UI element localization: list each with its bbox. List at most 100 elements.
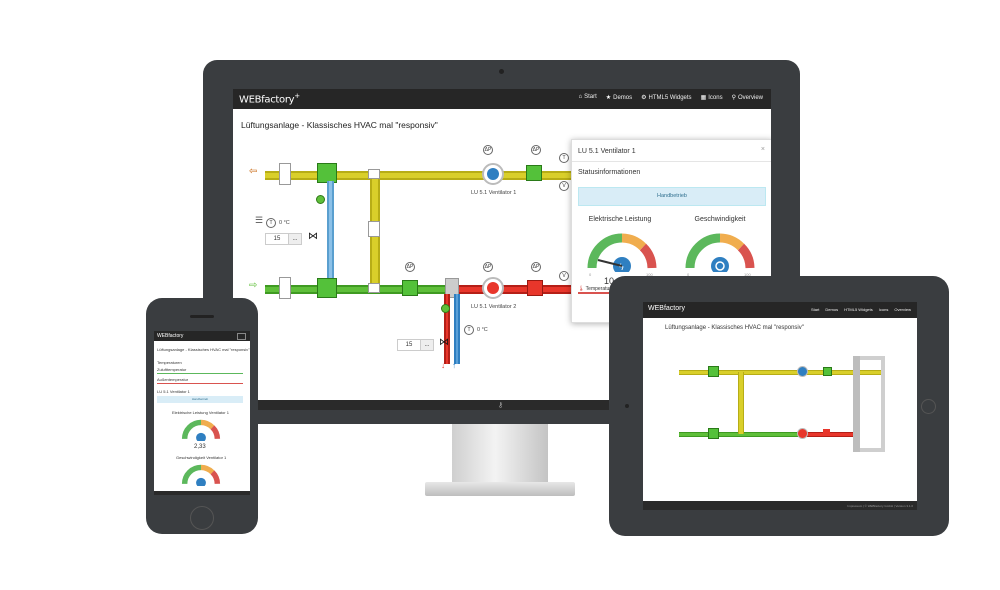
- phone-gauge-2-green: [181, 464, 202, 485]
- tablet-nav-demos[interactable]: Demos: [825, 307, 839, 312]
- dp-sensor-5[interactable]: ΔP: [531, 262, 541, 272]
- arrow-down-icon: ↓: [441, 361, 445, 370]
- arrow-up-icon: ↑: [452, 361, 456, 370]
- lightning-icon: ϟ: [619, 262, 624, 272]
- phone-temp-2: Außentemperatur: [157, 377, 189, 382]
- phone-home-button[interactable]: [190, 506, 214, 530]
- exhaust-pipe: [265, 171, 571, 180]
- gear-icon: ⚙: [641, 95, 647, 101]
- valve-2-button[interactable]: ...: [420, 339, 434, 351]
- valve-1-input[interactable]: 15: [265, 233, 289, 245]
- heat-exchanger-bottom[interactable]: [317, 278, 337, 298]
- dp-sensor-1[interactable]: ΔP: [483, 145, 493, 155]
- dp-sensor-3[interactable]: ΔP: [405, 262, 415, 272]
- sensor-dot-2: [441, 304, 450, 313]
- tablet-page-title: Lüftungsanlage - Klassisches HVAC mal "r…: [665, 325, 804, 331]
- supply-damper[interactable]: [279, 277, 291, 299]
- close-icon[interactable]: ×: [760, 146, 765, 153]
- tablet-nav-start[interactable]: Start: [810, 307, 820, 312]
- phone-gauge-2-label: Geschwindigkeit Ventilator 1: [176, 455, 227, 460]
- filter-3[interactable]: [527, 280, 543, 296]
- valve-2-input[interactable]: 15: [397, 339, 421, 351]
- phone-temp-1-bar: [157, 373, 243, 374]
- tablet-filter-1[interactable]: [823, 367, 832, 376]
- supply-temp: 0 °C: [477, 327, 488, 333]
- key-icon[interactable]: ⚷: [498, 402, 504, 409]
- gauge-1-orange: [621, 233, 647, 251]
- menu-icon[interactable]: [237, 333, 246, 340]
- t-sensor-1[interactable]: T: [559, 153, 569, 163]
- tablet-hx-bottom[interactable]: [708, 428, 719, 439]
- tablet-filter-2[interactable]: [823, 429, 830, 436]
- temp-label: 🌡 Temperatur: [578, 286, 611, 292]
- nav-links: ⌂ Start ★ Demos ⚙ HTML5 Widgets ▦ Icons ⚲ Ove…: [578, 94, 763, 101]
- brand-logo[interactable]: WEBfactory+: [239, 92, 300, 106]
- heat-exchanger-top[interactable]: [317, 163, 337, 183]
- gauge-1-min: 0: [589, 272, 592, 277]
- phone-device: WEBfactory Lüftungsanlage - Klassisches …: [146, 298, 258, 534]
- tablet-hx-top[interactable]: [708, 366, 719, 377]
- phone-gauge-1: [181, 419, 221, 441]
- nav-html5-widgets[interactable]: ⚙ HTML5 Widgets: [641, 95, 692, 101]
- gauge-2: [685, 233, 755, 272]
- gauge-2-red: [737, 243, 755, 269]
- tablet-fan-2[interactable]: [797, 428, 808, 439]
- nav-start[interactable]: ⌂ Start: [578, 94, 597, 100]
- sensor-dot: [316, 195, 325, 204]
- bypass-damper-mid[interactable]: [368, 221, 380, 237]
- gauge-1-needle: [597, 259, 623, 267]
- bypass-damper-bottom[interactable]: [368, 283, 380, 293]
- phone-gauge-1-red: [210, 425, 221, 440]
- bypass-damper-top[interactable]: [368, 169, 380, 179]
- valve-1-icon[interactable]: ⋈: [308, 231, 318, 242]
- heating-coil[interactable]: [445, 278, 459, 298]
- filter-1[interactable]: [526, 165, 542, 181]
- gauge-2-min: 0: [687, 272, 690, 277]
- nav-icons[interactable]: ▦ Icons: [700, 95, 723, 101]
- tablet-home-button[interactable]: [921, 399, 936, 414]
- outdoor-temp: 0 °C: [279, 220, 290, 226]
- thermometer-icon: 🌡: [578, 286, 585, 292]
- tablet-brand[interactable]: WEBfactory: [648, 305, 685, 312]
- dp-sensor-4[interactable]: ΔP: [483, 262, 493, 272]
- valve-2-icon[interactable]: ⋈: [439, 337, 449, 348]
- exhaust-damper[interactable]: [279, 163, 291, 185]
- fan-2[interactable]: [482, 277, 504, 299]
- phone-temp-1: Zulufttemperatur: [157, 367, 187, 372]
- v-sensor-2[interactable]: V: [559, 271, 569, 281]
- dialog-title: LU 5.1 Ventilator 1: [578, 148, 636, 155]
- tablet-nav-widgets[interactable]: HTML5 Widgets: [844, 307, 873, 312]
- fan-1[interactable]: [482, 163, 504, 185]
- phone-alert: Handbetrieb: [157, 396, 243, 403]
- speed-icon: [715, 261, 725, 271]
- tablet-screen: WEBfactory Start Demos HTML5 Widgets Ico…: [643, 302, 917, 510]
- tablet-nav-overview[interactable]: Overview: [894, 307, 911, 312]
- tablet-nav-icons[interactable]: Icons: [878, 307, 889, 312]
- phone-speaker: [190, 315, 214, 318]
- monitor-stand-foot: [425, 482, 575, 496]
- home-icon: ⌂: [578, 94, 583, 100]
- gauge-2-orange: [719, 233, 745, 251]
- tablet-footer-text: Impressum | © WEBfactory GmbH | Version …: [847, 504, 913, 508]
- tablet-building: [855, 356, 885, 452]
- valve-1-button[interactable]: ...: [288, 233, 302, 245]
- nav-demos[interactable]: ★ Demos: [605, 95, 633, 101]
- gauge-1-red: [639, 243, 657, 269]
- gauge-1-max: 100: [646, 272, 653, 277]
- nav-overview[interactable]: ⚲ Overview: [731, 95, 763, 101]
- tablet-fan-1[interactable]: [797, 366, 808, 377]
- phone-gauge-1-orange: [200, 419, 215, 430]
- gauge-1-label: Elektrische Leistung: [588, 216, 652, 223]
- gauge-2-max: 100: [744, 272, 751, 277]
- phone-footer: [154, 491, 250, 495]
- gauge-2-green: [685, 233, 721, 269]
- phone-brand[interactable]: WEBfactory: [157, 333, 184, 339]
- phone-gauge-2-center: [196, 477, 206, 486]
- heating-flow: [454, 294, 460, 364]
- filter-2[interactable]: [402, 280, 418, 296]
- v-sensor-1[interactable]: V: [559, 181, 569, 191]
- gauge-2-center: [711, 257, 729, 272]
- dp-sensor-2[interactable]: ΔP: [531, 145, 541, 155]
- outdoor-temp-sensor[interactable]: T: [266, 218, 276, 228]
- supply-temp-sensor[interactable]: T: [464, 325, 474, 335]
